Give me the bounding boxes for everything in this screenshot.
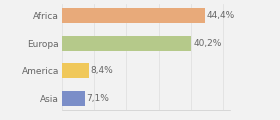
- Text: 7,1%: 7,1%: [87, 93, 109, 102]
- Bar: [62, 36, 192, 51]
- Bar: [62, 63, 89, 78]
- Bar: [62, 90, 85, 106]
- Text: 8,4%: 8,4%: [91, 66, 113, 75]
- Text: 44,4%: 44,4%: [207, 12, 235, 21]
- Bar: [62, 8, 205, 24]
- Text: 40,2%: 40,2%: [193, 39, 222, 48]
